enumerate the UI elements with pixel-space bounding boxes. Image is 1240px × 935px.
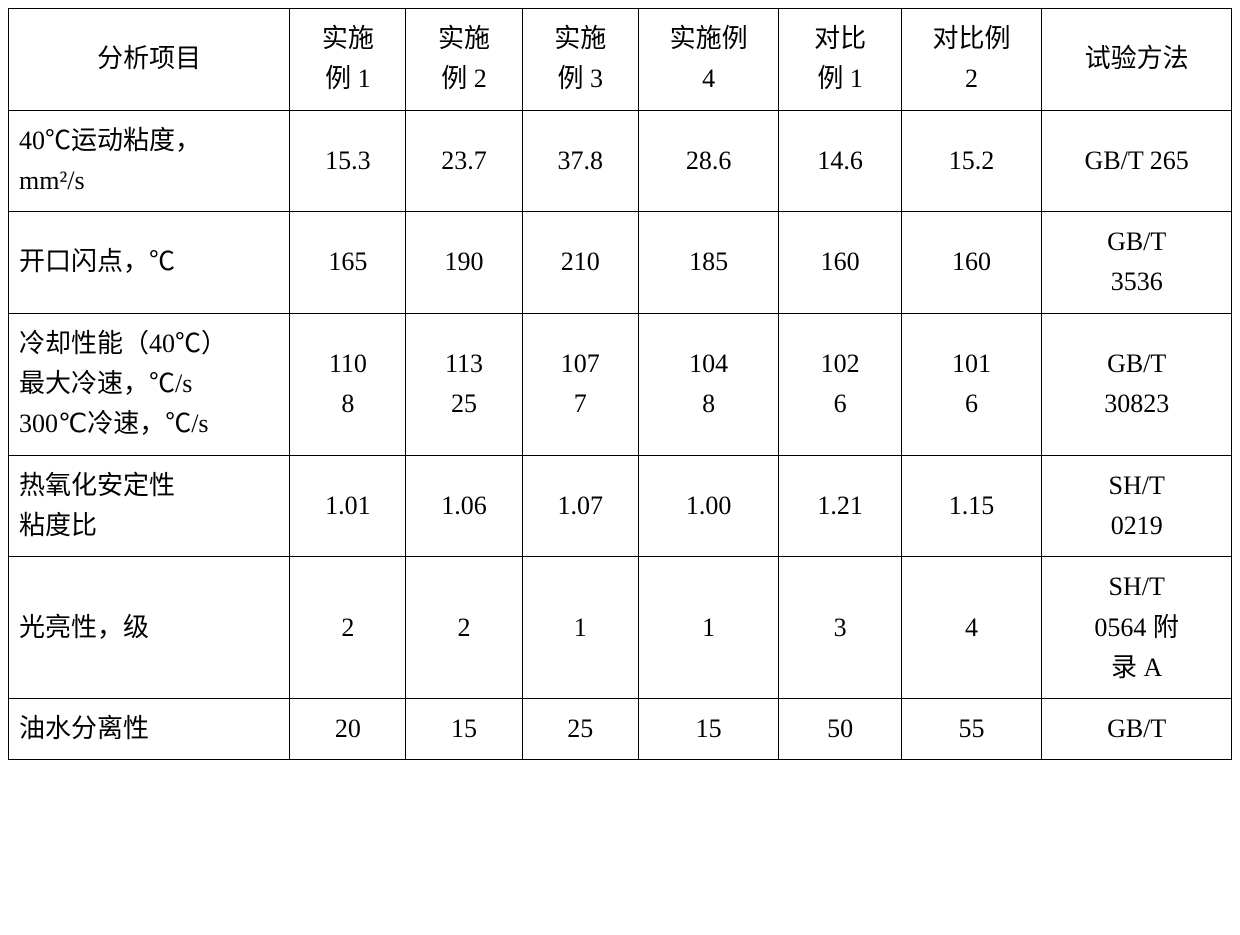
cell-method: GB/T 3536 [1042,212,1232,314]
header-analysis-item: 分析项目 [9,9,290,111]
cell-cmp2: 1.15 [901,455,1042,557]
row-label: 冷却性能（40℃） 最大冷速，℃/s 300℃冷速，℃/s [9,313,290,455]
cell-ex1: 165 [290,212,406,314]
cell-cmp1: 14.6 [779,110,901,212]
cell-cmp2: 15.2 [901,110,1042,212]
cell-ex3: 1 [522,557,638,699]
cell-ex2: 190 [406,212,522,314]
cell-ex1: 2 [290,557,406,699]
row-label: 40℃运动粘度， mm²/s [9,110,290,212]
header-ex1: 实施 例 1 [290,9,406,111]
cell-ex1: 15.3 [290,110,406,212]
data-table: 分析项目 实施 例 1 实施 例 2 实施 例 3 实施例 4 对比 例 1 对… [8,8,1232,760]
cell-cmp1: 102 6 [779,313,901,455]
header-ex4: 实施例 4 [638,9,779,111]
header-cmp2: 对比例 2 [901,9,1042,111]
table-row: 油水分离性 20 15 25 15 50 55 GB/T [9,699,1232,760]
cell-ex3: 25 [522,699,638,760]
table-row: 热氧化安定性 粘度比 1.01 1.06 1.07 1.00 1.21 1.15… [9,455,1232,557]
header-ex3: 实施 例 3 [522,9,638,111]
cell-ex1: 110 8 [290,313,406,455]
cell-ex2: 23.7 [406,110,522,212]
cell-method: SH/T 0564 附 录 A [1042,557,1232,699]
cell-ex1: 1.01 [290,455,406,557]
table-header-row: 分析项目 实施 例 1 实施 例 2 实施 例 3 实施例 4 对比 例 1 对… [9,9,1232,111]
cell-method: GB/T 30823 [1042,313,1232,455]
cell-ex3: 37.8 [522,110,638,212]
cell-ex4: 15 [638,699,779,760]
row-label: 开口闪点，℃ [9,212,290,314]
cell-method: SH/T 0219 [1042,455,1232,557]
cell-ex2: 15 [406,699,522,760]
cell-cmp2: 4 [901,557,1042,699]
row-label: 光亮性，级 [9,557,290,699]
row-label: 热氧化安定性 粘度比 [9,455,290,557]
row-label: 油水分离性 [9,699,290,760]
header-ex2: 实施 例 2 [406,9,522,111]
table-row: 光亮性，级 2 2 1 1 3 4 SH/T 0564 附 录 A [9,557,1232,699]
cell-cmp1: 3 [779,557,901,699]
cell-method: GB/T [1042,699,1232,760]
table-row: 冷却性能（40℃） 最大冷速，℃/s 300℃冷速，℃/s 110 8 113 … [9,313,1232,455]
cell-cmp2: 55 [901,699,1042,760]
cell-ex3: 107 7 [522,313,638,455]
cell-cmp1: 1.21 [779,455,901,557]
table-row: 40℃运动粘度， mm²/s 15.3 23.7 37.8 28.6 14.6 … [9,110,1232,212]
cell-ex2: 113 25 [406,313,522,455]
cell-cmp1: 50 [779,699,901,760]
cell-ex2: 1.06 [406,455,522,557]
cell-ex3: 210 [522,212,638,314]
cell-cmp2: 101 6 [901,313,1042,455]
cell-ex4: 28.6 [638,110,779,212]
cell-ex4: 1 [638,557,779,699]
cell-method: GB/T 265 [1042,110,1232,212]
header-method: 试验方法 [1042,9,1232,111]
cell-ex2: 2 [406,557,522,699]
header-cmp1: 对比 例 1 [779,9,901,111]
cell-ex3: 1.07 [522,455,638,557]
cell-ex4: 104 8 [638,313,779,455]
cell-cmp1: 160 [779,212,901,314]
table-row: 开口闪点，℃ 165 190 210 185 160 160 GB/T 3536 [9,212,1232,314]
cell-cmp2: 160 [901,212,1042,314]
cell-ex4: 185 [638,212,779,314]
cell-ex4: 1.00 [638,455,779,557]
cell-ex1: 20 [290,699,406,760]
